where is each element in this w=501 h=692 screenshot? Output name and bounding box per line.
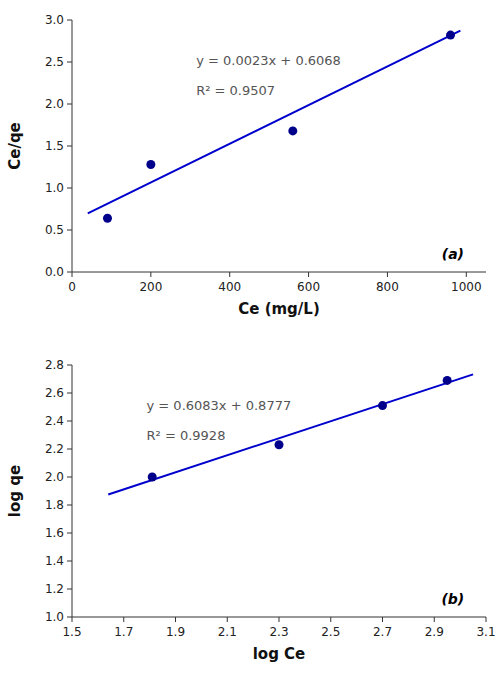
y-tick-label: 2.8 (45, 358, 64, 372)
y-tick-label: 2.0 (45, 470, 64, 484)
point (443, 376, 452, 385)
x-tick-label: 200 (139, 280, 162, 294)
x-tick-label: 1.9 (166, 625, 185, 639)
panel-label: (a) (442, 246, 464, 262)
y-tick (67, 421, 72, 422)
y-tick (67, 505, 72, 506)
annotation: R² = 0.9507 (196, 83, 275, 98)
x-tick-label: 1.5 (62, 625, 81, 639)
x-tick-label: 2.7 (373, 625, 392, 639)
x-tick-label: 2.5 (321, 625, 340, 639)
x-tick (150, 272, 151, 277)
x-tick (330, 617, 331, 622)
point (378, 401, 387, 410)
y-tick-label: 2.4 (45, 414, 64, 428)
x-tick (486, 617, 487, 622)
plot-area (88, 31, 461, 223)
panel-label: (b) (441, 591, 464, 607)
y-tick (67, 188, 72, 189)
y-tick-label: 2.6 (45, 386, 64, 400)
point (146, 160, 155, 169)
y-tick (67, 477, 72, 478)
y-tick (67, 62, 72, 63)
x-tick (72, 617, 73, 622)
y-tick-label: 1.0 (45, 610, 64, 624)
x-tick (382, 617, 383, 622)
annotation: y = 0.6083x + 0.8777 (147, 398, 292, 413)
x-tick (279, 617, 280, 622)
y-tick (67, 272, 72, 273)
x-tick-label: 2.3 (269, 625, 288, 639)
x-tick (72, 272, 73, 277)
y-tick-label: 1.5 (45, 139, 64, 153)
panel: 0 200 400 600 800 1000 0.0 0.5 1.0 1.5 2.0 2.5 3.0 Ce… (6, 13, 486, 318)
x-axis-label: Ce (mg/L) (238, 300, 320, 318)
y-tick-label: 1.2 (45, 582, 64, 596)
y-tick-label: 1.0 (45, 181, 64, 195)
y-tick-label: 3.0 (45, 13, 64, 27)
x-tick-label: 400 (218, 280, 241, 294)
point (103, 214, 112, 223)
point (446, 31, 455, 40)
x-tick (434, 617, 435, 622)
x-tick-label: 1.7 (114, 625, 133, 639)
x-axis-label: log Ce (253, 645, 306, 663)
x-axis (72, 272, 486, 273)
x-tick (308, 272, 309, 277)
x-tick (229, 272, 230, 277)
y-tick (67, 561, 72, 562)
y-tick-label: 1.8 (45, 498, 64, 512)
x-tick-label: 2.1 (218, 625, 237, 639)
x-tick (175, 617, 176, 622)
y-axis (72, 365, 73, 617)
y-tick (67, 393, 72, 394)
annotation: R² = 0.9928 (147, 428, 226, 443)
x-tick-label: 1000 (451, 280, 482, 294)
y-tick-label: 2.5 (45, 55, 64, 69)
fit-line (88, 31, 461, 214)
x-tick (387, 272, 388, 277)
point (148, 473, 157, 482)
y-tick (67, 449, 72, 450)
fit-line (108, 374, 473, 494)
x-tick-label: 600 (297, 280, 320, 294)
x-tick-label: 2.9 (425, 625, 444, 639)
x-tick (466, 272, 467, 277)
figure: 020040060080010000.00.51.01.52.02.53.0Ce… (0, 0, 501, 692)
y-axis-label: Ce/qe (6, 122, 24, 170)
x-tick-label: 0 (68, 280, 76, 294)
point (275, 440, 284, 449)
y-tick (67, 589, 72, 590)
y-tick-label: 1.4 (45, 554, 64, 568)
y-tick (67, 20, 72, 21)
y-tick (67, 533, 72, 534)
y-axis-label: log qe (6, 465, 24, 517)
y-tick (67, 365, 72, 366)
point (288, 126, 297, 135)
y-tick (67, 146, 72, 147)
plot-area (108, 374, 473, 494)
y-tick-label: 0.0 (45, 265, 64, 279)
y-tick (67, 617, 72, 618)
x-tick-label: 800 (376, 280, 399, 294)
y-tick (67, 104, 72, 105)
y-tick-label: 0.5 (45, 223, 64, 237)
x-tick (123, 617, 124, 622)
y-tick-label: 2.2 (45, 442, 64, 456)
x-tick-label: 3.1 (476, 625, 495, 639)
annotation: y = 0.0023x + 0.6068 (196, 53, 341, 68)
y-tick-label: 2.0 (45, 97, 64, 111)
y-tick (67, 230, 72, 231)
x-tick (227, 617, 228, 622)
panel: 1.5 1.7 1.9 2.1 2.3 2.5 2.7 2.9 3.1 1.0 1.2 1.4 1.6 1… (6, 358, 496, 663)
y-tick-label: 1.6 (45, 526, 64, 540)
